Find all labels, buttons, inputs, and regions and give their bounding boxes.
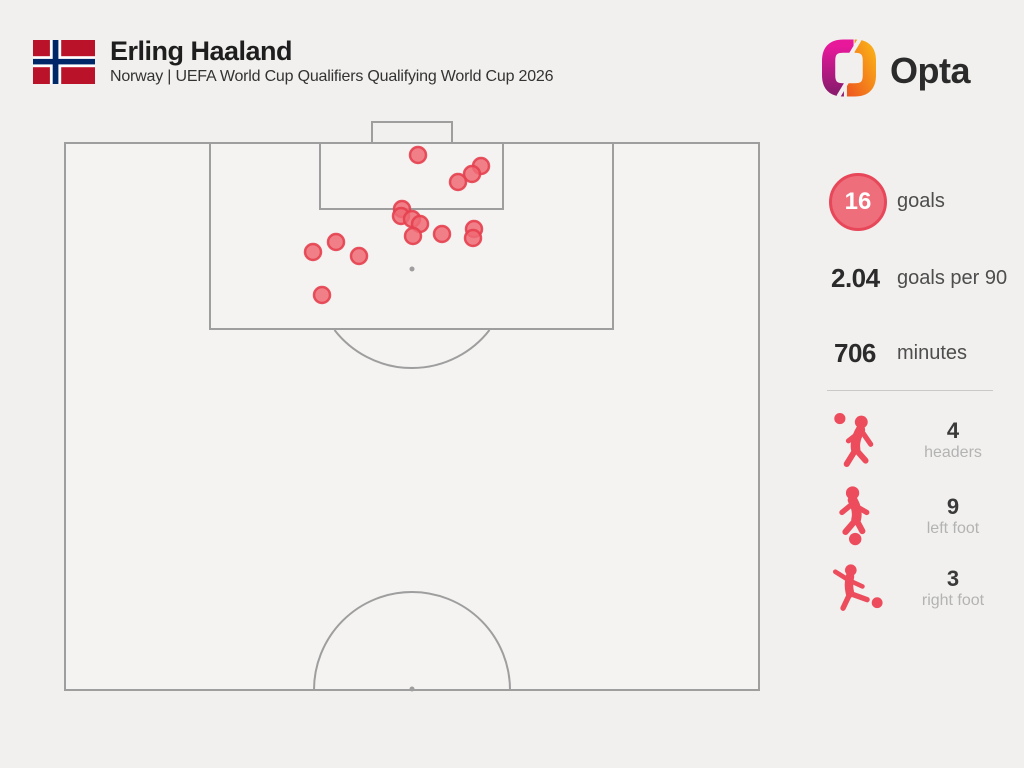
headers-stat: 4 headers [890,418,1016,463]
right-foot-label: right foot [921,591,985,609]
minutes-label: minutes [897,342,968,364]
penalty-arc [333,329,491,370]
left-foot-stat: 9 left foot [890,494,1016,539]
headers-label: headers [924,443,982,461]
left-foot-value: 9 [946,493,960,519]
headers-value: 4 [946,417,960,443]
stats-sidebar: 16 goals 2.04 goals per 90 706 minutes 4 [820,0,1024,768]
left-foot-stat-row: 9 left foot [824,484,1016,548]
header-goal-icon [824,409,890,471]
norway-flag [33,40,95,84]
opta-brand: Opta [822,38,971,98]
goals-value: 16 [844,188,872,215]
goals-per-90-label: goals per 90 [897,267,1008,289]
headers-stat-row: 4 headers [824,408,1016,472]
goal-frame [371,121,453,144]
penalty-spot [409,266,415,272]
right-foot-goal-icon [824,557,890,619]
right-foot-stat: 3 right foot [890,566,1016,611]
page-title: Erling Haaland [110,36,293,66]
left-foot-goal-icon [824,485,890,547]
center-spot [409,686,415,692]
right-foot-stat-row: 3 right foot [824,556,1016,620]
goal-dot [312,285,332,305]
goals-badge: 16 [829,173,887,231]
goals-per-90-value: 2.04 [831,263,880,293]
minutes-value: 706 [834,338,876,368]
goal-dot [408,145,428,165]
goal-dot [448,172,468,192]
center-circle [313,591,511,691]
goal-dot [403,226,423,246]
goal-dot [303,242,323,262]
goal-dot [432,224,452,244]
goal-dot [326,232,346,252]
goal-dot [349,246,369,266]
goal-dot [462,164,482,184]
sidebar-divider [827,390,993,391]
goals-label: goals [897,190,945,212]
left-foot-label: left foot [926,519,980,537]
goal-dot [463,228,483,248]
page-subtitle: Norway | UEFA World Cup Qualifiers Quali… [110,68,554,85]
goal-dots-layer [303,145,491,305]
six-yard-box [319,142,504,210]
opta-wordmark: Opta [890,50,971,91]
right-foot-value: 3 [946,565,960,591]
opta-logo-icon [822,38,876,98]
